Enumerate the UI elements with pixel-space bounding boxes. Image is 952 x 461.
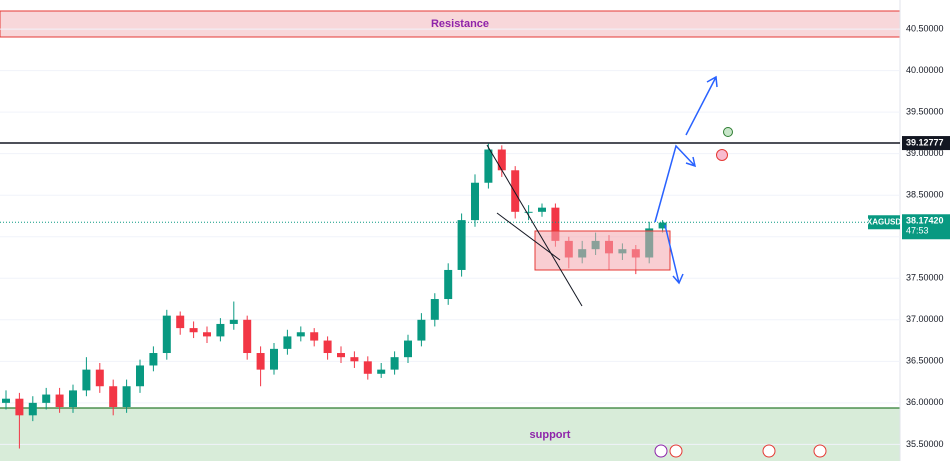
support-label: support bbox=[530, 429, 571, 441]
price-tag-label: 38.17420 bbox=[906, 216, 944, 226]
symbol-tag-label: XAGUSD bbox=[867, 217, 901, 226]
countdown-label: 47:53 bbox=[906, 226, 929, 236]
candle-body bbox=[323, 340, 332, 354]
candle-body bbox=[538, 207, 546, 212]
candle-body bbox=[350, 357, 359, 362]
candle-body bbox=[109, 386, 118, 408]
candle-body bbox=[551, 207, 560, 241]
candle-body bbox=[243, 319, 252, 354]
candle-body bbox=[82, 369, 91, 391]
candle-body bbox=[430, 299, 439, 320]
price-tag bbox=[902, 214, 950, 240]
candle-body bbox=[471, 182, 479, 221]
y-tick-label: 36.50000 bbox=[906, 356, 944, 366]
y-tick-label: 39.00000 bbox=[906, 148, 944, 158]
arrow-path bbox=[664, 224, 680, 284]
candle-body bbox=[390, 357, 399, 370]
candle-body bbox=[457, 220, 466, 270]
marker-circle bbox=[716, 149, 728, 161]
candle-body bbox=[658, 222, 667, 229]
candle-body bbox=[511, 170, 520, 212]
candle-body bbox=[15, 398, 24, 416]
drawings bbox=[486, 75, 827, 458]
candle-body bbox=[149, 353, 158, 366]
candle-body bbox=[203, 332, 211, 337]
symbol-tag bbox=[868, 215, 900, 230]
candle-body bbox=[444, 269, 453, 300]
candle-body bbox=[176, 315, 185, 329]
arrow-path bbox=[654, 144, 696, 223]
candle-body bbox=[69, 390, 77, 408]
candle-body bbox=[363, 361, 372, 374]
arrowhead bbox=[706, 75, 718, 88]
candle-body bbox=[55, 394, 64, 408]
y-tick-label: 35.50000 bbox=[906, 439, 944, 449]
event-icon[interactable] bbox=[813, 444, 827, 458]
candle-body bbox=[122, 386, 131, 408]
candle-body bbox=[270, 348, 278, 370]
event-icon[interactable] bbox=[762, 444, 776, 458]
candle-body bbox=[484, 149, 493, 183]
y-tick-label: 37.50000 bbox=[906, 273, 944, 283]
y-tick-label: 39.50000 bbox=[906, 107, 944, 117]
candle-body bbox=[2, 398, 10, 403]
event-icon[interactable] bbox=[654, 444, 668, 458]
level-tag-label: 39.12777 bbox=[906, 137, 944, 147]
y-tick-label: 37.00000 bbox=[906, 314, 944, 324]
candle-body bbox=[377, 369, 386, 374]
channel-line bbox=[486, 144, 583, 307]
candle-body bbox=[497, 149, 506, 171]
range-box bbox=[534, 230, 671, 271]
arrowhead bbox=[685, 156, 697, 168]
candle-body bbox=[296, 332, 305, 337]
candle-body bbox=[162, 315, 171, 354]
y-tick-label: 40.50000 bbox=[906, 23, 944, 33]
resistance-label: Resistance bbox=[431, 18, 489, 30]
candle-body bbox=[256, 353, 265, 370]
candle-body bbox=[404, 340, 412, 358]
candle-body bbox=[524, 211, 533, 213]
candle-body bbox=[28, 402, 37, 416]
y-tick-label: 36.00000 bbox=[906, 397, 944, 407]
candle-body bbox=[283, 336, 292, 349]
candle-body bbox=[42, 394, 51, 403]
candle-body bbox=[337, 353, 345, 358]
candle-body bbox=[136, 365, 144, 387]
arrowhead bbox=[672, 273, 684, 285]
candle-body bbox=[310, 332, 319, 341]
candle-body bbox=[216, 323, 225, 337]
support-zone bbox=[0, 408, 900, 461]
channel-line bbox=[496, 212, 561, 261]
marker-circle bbox=[723, 127, 733, 137]
candle-body bbox=[417, 319, 426, 341]
candle-body bbox=[95, 369, 104, 387]
candle-body bbox=[229, 319, 238, 324]
candle-body bbox=[189, 328, 198, 333]
arrow-path bbox=[685, 76, 717, 136]
level-tag bbox=[902, 136, 950, 151]
y-tick-label: 38.50000 bbox=[906, 190, 944, 200]
event-icon[interactable] bbox=[669, 444, 683, 458]
y-tick-label: 40.00000 bbox=[906, 65, 944, 75]
